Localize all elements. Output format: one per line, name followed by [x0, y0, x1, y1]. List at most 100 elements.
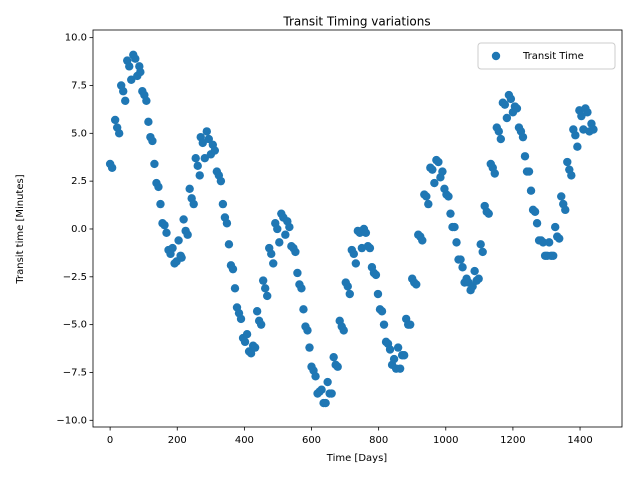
scatter-point: [538, 238, 548, 247]
scatter-point: [395, 364, 405, 373]
scatter-point: [210, 146, 220, 155]
scatter-point: [458, 263, 467, 272]
scatter-point: [530, 207, 540, 216]
x-tick-label: 1000: [433, 435, 458, 446]
y-tick-label: 7.5: [71, 80, 87, 91]
scatter-point: [329, 352, 338, 362]
scatter-point: [484, 209, 493, 218]
scatter-point: [216, 176, 226, 186]
scatter-point: [110, 115, 120, 125]
legend-label: Transit Time: [522, 51, 584, 62]
scatter-point: [177, 253, 186, 262]
scatter-point: [198, 138, 207, 148]
scatter-point: [424, 199, 433, 209]
scatter-point: [502, 113, 512, 123]
scatter-point: [361, 228, 371, 238]
scatter-point: [446, 209, 455, 218]
x-tick-label: 200: [168, 435, 187, 446]
scatter-point: [107, 163, 117, 172]
scatter-point: [490, 169, 499, 178]
scatter-point: [154, 182, 163, 192]
scatter-point: [577, 111, 586, 121]
scatter-point: [285, 222, 294, 232]
scatter-point: [365, 243, 375, 253]
scatter-point: [260, 284, 270, 293]
scatter-point: [434, 157, 443, 167]
scatter-point: [377, 307, 387, 316]
y-tick-label: −2.5: [63, 272, 87, 283]
scatter-point: [236, 314, 246, 324]
scatter-point: [293, 268, 302, 278]
scatter-point: [218, 199, 228, 209]
scatter-point: [240, 337, 250, 347]
scatter-point: [148, 136, 157, 146]
scatter-point: [512, 104, 522, 113]
scatter-point: [142, 96, 151, 105]
scatter-point: [532, 219, 542, 228]
legend: Transit Time: [477, 42, 616, 70]
y-tick-label: −7.5: [63, 367, 87, 378]
scatter-point: [156, 199, 165, 209]
chart-title: Transit Timing variations: [282, 15, 430, 29]
scatter-point: [267, 249, 276, 259]
scatter-point: [339, 326, 348, 335]
scatter-point: [179, 215, 188, 224]
scatter-point: [563, 157, 572, 167]
legend-marker: [491, 51, 501, 61]
scatter-point: [303, 326, 312, 335]
scatter-point: [520, 152, 530, 161]
y-axis-label: Transit time [Minutes]: [15, 174, 26, 284]
scatter-point: [297, 284, 306, 293]
scatter-point: [494, 127, 504, 136]
y-tick-label: −5.0: [63, 320, 87, 331]
scatter-point: [311, 372, 320, 381]
scatter-point: [160, 220, 169, 230]
scatter-point: [183, 230, 192, 239]
x-tick-label: 800: [369, 435, 388, 446]
scatter-point: [333, 362, 342, 371]
scatter-point: [412, 280, 421, 289]
scatter-point: [371, 270, 381, 280]
scatter-point: [589, 125, 598, 134]
scatter-point: [162, 228, 171, 238]
scatter-point: [193, 161, 202, 171]
scatter-point: [121, 96, 130, 105]
scatter-point: [583, 108, 592, 117]
scatter-point: [321, 398, 330, 408]
scatter-point: [195, 171, 204, 180]
y-tick-label: −10.0: [56, 415, 87, 426]
x-tick-label: 0: [107, 435, 113, 446]
scatter-point: [258, 276, 268, 285]
scatter-point: [189, 199, 198, 209]
scatter-point: [343, 282, 352, 291]
scatter-point: [573, 142, 582, 151]
scatter-point: [544, 238, 554, 247]
y-tick-label: 10.0: [65, 33, 87, 44]
y-tick-label: 2.5: [71, 176, 87, 187]
scatter-point: [557, 192, 566, 201]
scatter-point: [125, 62, 134, 71]
scatter-point: [119, 87, 128, 96]
scatter-point: [150, 159, 159, 169]
scatter-point: [174, 236, 183, 245]
scatter-point: [281, 230, 290, 239]
scatter-point: [430, 178, 439, 188]
scatter-point: [428, 165, 437, 174]
scatter-point: [524, 167, 534, 176]
scatter-point: [422, 192, 431, 201]
scatter-point: [242, 330, 252, 339]
scatter-point: [202, 127, 211, 136]
scatter-point: [168, 243, 177, 253]
scatter-point: [379, 320, 389, 329]
scatter-point: [228, 264, 238, 274]
scatter-point: [345, 289, 354, 299]
scatter-point: [144, 117, 153, 127]
scatter-point: [474, 274, 483, 283]
legend-box: [477, 42, 616, 70]
scatter-point: [561, 205, 570, 215]
scatter-point: [323, 377, 332, 387]
scatter-point: [327, 389, 336, 398]
scatter-point: [389, 354, 399, 364]
